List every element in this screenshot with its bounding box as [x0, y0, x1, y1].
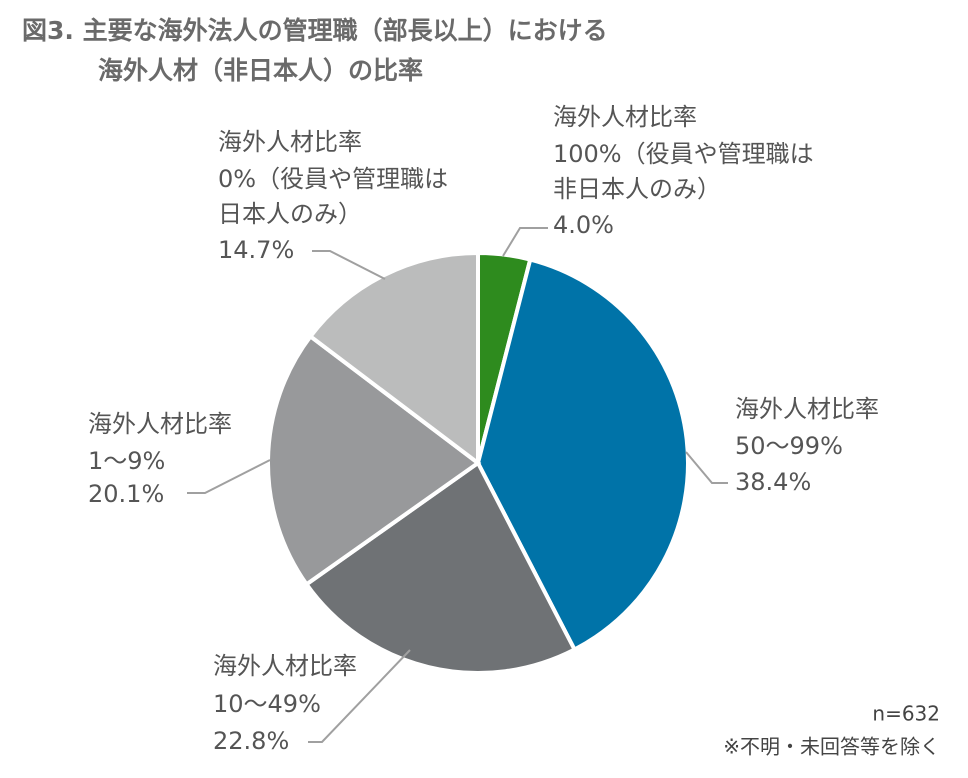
slice-label: 海外人材比率 [553, 103, 697, 131]
slice-label: 1〜9% [88, 447, 165, 475]
note: n=632 [872, 702, 940, 726]
pie-slice [307, 250, 480, 468]
chart-title: 図3. 主要な海外法人の管理職（部長以上）における [22, 16, 608, 45]
value-label: 4.0% [553, 211, 614, 239]
leader-line [685, 451, 728, 484]
chart-title: 海外人材（非日本人）の比率 [98, 56, 423, 85]
value-label: 14.7% [218, 236, 294, 264]
pie-slice [303, 460, 578, 675]
slice-label: 海外人材比率 [735, 395, 879, 423]
slice-label: 100%（役員や管理職は [553, 140, 814, 168]
slice-label: 50〜99% [735, 432, 843, 460]
slice-label: 10〜49% [213, 690, 321, 718]
pie-slice [266, 333, 482, 588]
pie-slice [475, 257, 690, 653]
slice-label: 非日本人のみ） [553, 175, 721, 203]
slice-label: 日本人のみ） [218, 200, 362, 228]
leader-line [502, 227, 548, 257]
value-label: 38.4% [735, 468, 811, 496]
slice-label: 0%（役員や管理職は [218, 165, 448, 193]
slice-label: 海外人材比率 [213, 652, 357, 680]
value-label: 22.8% [213, 727, 289, 755]
value-label: 20.1% [88, 480, 164, 508]
leader-line [308, 649, 411, 743]
leader-line [187, 459, 271, 494]
slice-label: 海外人材比率 [218, 128, 362, 156]
slice-label: 海外人材比率 [88, 410, 232, 438]
leader-line [312, 250, 386, 280]
note: ※不明・未回答等を除く [723, 735, 940, 759]
